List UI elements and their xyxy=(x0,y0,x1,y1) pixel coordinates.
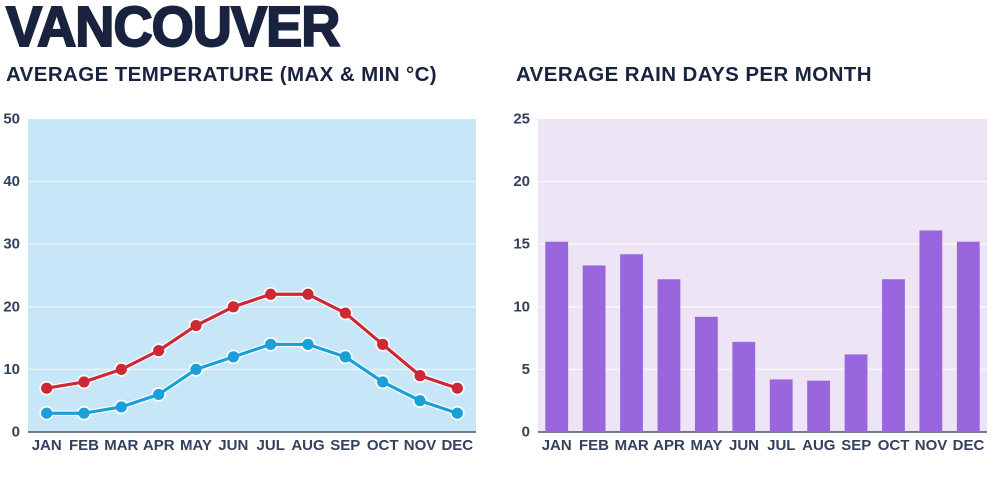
svg-text:25: 25 xyxy=(513,111,530,128)
svg-text:JUN: JUN xyxy=(218,437,248,454)
svg-text:JUL: JUL xyxy=(767,437,795,454)
svg-text:DEC: DEC xyxy=(953,437,985,454)
svg-text:20: 20 xyxy=(513,173,530,190)
svg-text:APR: APR xyxy=(653,437,685,454)
svg-text:NOV: NOV xyxy=(404,437,437,454)
svg-text:OCT: OCT xyxy=(367,437,399,454)
svg-text:MAY: MAY xyxy=(180,437,212,454)
svg-text:APR: APR xyxy=(143,437,175,454)
svg-text:40: 40 xyxy=(3,173,20,190)
svg-text:NOV: NOV xyxy=(915,437,948,454)
svg-text:10: 10 xyxy=(3,361,20,378)
svg-text:30: 30 xyxy=(3,236,20,253)
svg-text:AUG: AUG xyxy=(802,437,835,454)
svg-text:JUL: JUL xyxy=(257,437,285,454)
svg-text:OCT: OCT xyxy=(878,437,910,454)
svg-text:15: 15 xyxy=(513,236,530,253)
svg-text:5: 5 xyxy=(522,361,530,378)
svg-text:20: 20 xyxy=(3,298,20,315)
svg-text:FEB: FEB xyxy=(579,437,609,454)
svg-text:JAN: JAN xyxy=(542,437,572,454)
svg-text:0: 0 xyxy=(12,424,20,441)
svg-text:MAR: MAR xyxy=(104,437,138,454)
svg-text:JAN: JAN xyxy=(32,437,62,454)
svg-text:MAY: MAY xyxy=(691,437,723,454)
svg-text:MAR: MAR xyxy=(615,437,649,454)
svg-text:AUG: AUG xyxy=(291,437,324,454)
svg-text:SEP: SEP xyxy=(841,437,871,454)
svg-text:10: 10 xyxy=(513,298,530,315)
svg-text:0: 0 xyxy=(522,424,530,441)
svg-text:DEC: DEC xyxy=(441,437,473,454)
svg-text:SEP: SEP xyxy=(330,437,360,454)
svg-text:JUN: JUN xyxy=(729,437,759,454)
svg-text:FEB: FEB xyxy=(69,437,99,454)
svg-text:50: 50 xyxy=(3,111,20,128)
